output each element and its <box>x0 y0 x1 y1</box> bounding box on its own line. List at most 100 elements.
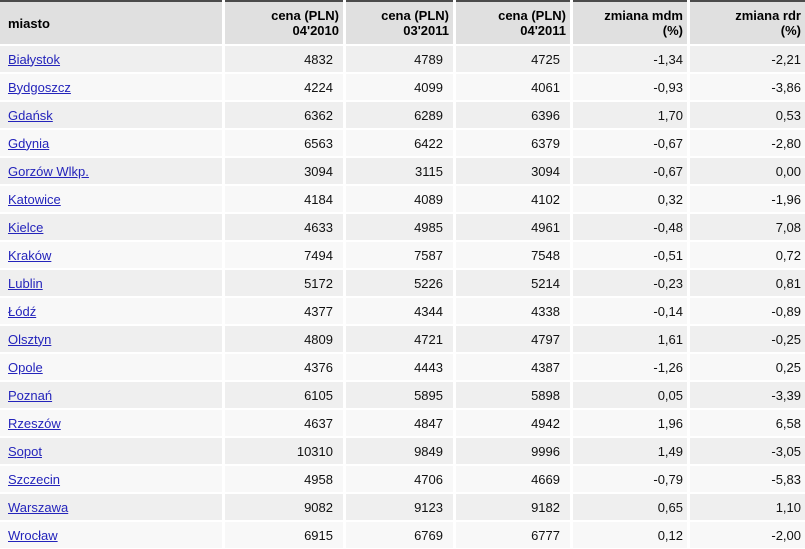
city-link[interactable]: Rzeszów <box>8 415 61 431</box>
city-link[interactable]: Opole <box>8 359 43 375</box>
column-header-cena-04-2010: cena (PLN) 04'2010 <box>225 0 343 44</box>
table-row: Łódź 4377 4344 4338 -0,14 -0,89 <box>0 298 805 324</box>
city-link[interactable]: Kraków <box>8 247 52 263</box>
city-cell: Rzeszów <box>0 410 222 436</box>
price-04-2010-cell: 4832 <box>225 46 343 72</box>
price-04-2010-cell: 4376 <box>225 354 343 380</box>
change-mdm-cell: -0,79 <box>573 466 687 492</box>
change-rdr-cell: 0,72 <box>690 242 805 268</box>
price-04-2011-cell: 4102 <box>456 186 570 212</box>
change-rdr-cell: -3,39 <box>690 382 805 408</box>
change-rdr-cell: 7,08 <box>690 214 805 240</box>
price-03-2011-cell: 4089 <box>346 186 453 212</box>
table-row: Wrocław 6915 6769 6777 0,12 -2,00 <box>0 522 805 548</box>
price-04-2010-cell: 4637 <box>225 410 343 436</box>
column-header-label: zmiana mdm (%) <box>604 8 683 38</box>
price-03-2011-cell: 4789 <box>346 46 453 72</box>
change-mdm-cell: 1,61 <box>573 326 687 352</box>
change-mdm-cell: 0,32 <box>573 186 687 212</box>
price-03-2011-cell: 4706 <box>346 466 453 492</box>
city-cell: Bydgoszcz <box>0 74 222 100</box>
table-row: Olsztyn 4809 4721 4797 1,61 -0,25 <box>0 326 805 352</box>
price-04-2011-cell: 4669 <box>456 466 570 492</box>
price-04-2011-cell: 6777 <box>456 522 570 548</box>
change-mdm-cell: -0,23 <box>573 270 687 296</box>
change-rdr-cell: 6,58 <box>690 410 805 436</box>
table-row: Gdańsk 6362 6289 6396 1,70 0,53 <box>0 102 805 128</box>
price-03-2011-cell: 3115 <box>346 158 453 184</box>
city-link[interactable]: Gdańsk <box>8 107 53 123</box>
city-cell: Kraków <box>0 242 222 268</box>
city-link[interactable]: Gorzów Wlkp. <box>8 163 89 179</box>
city-cell: Białystok <box>0 46 222 72</box>
table-row: Rzeszów 4637 4847 4942 1,96 6,58 <box>0 410 805 436</box>
city-link[interactable]: Warszawa <box>8 499 69 515</box>
city-cell: Gorzów Wlkp. <box>0 158 222 184</box>
price-04-2010-cell: 4633 <box>225 214 343 240</box>
city-cell: Gdańsk <box>0 102 222 128</box>
price-03-2011-cell: 6289 <box>346 102 453 128</box>
price-04-2011-cell: 4061 <box>456 74 570 100</box>
price-04-2010-cell: 4377 <box>225 298 343 324</box>
city-link[interactable]: Gdynia <box>8 135 50 151</box>
price-03-2011-cell: 4099 <box>346 74 453 100</box>
table-row: Gorzów Wlkp. 3094 3115 3094 -0,67 0,00 <box>0 158 805 184</box>
city-link[interactable]: Poznań <box>8 387 53 403</box>
change-rdr-cell: 0,00 <box>690 158 805 184</box>
city-cell: Łódź <box>0 298 222 324</box>
change-mdm-cell: -0,51 <box>573 242 687 268</box>
change-mdm-cell: -0,67 <box>573 158 687 184</box>
column-header-label: cena (PLN) 03'2011 <box>381 8 449 38</box>
column-header-label: cena (PLN) 04'2011 <box>498 8 566 38</box>
city-cell: Katowice <box>0 186 222 212</box>
change-rdr-cell: -3,05 <box>690 438 805 464</box>
city-link[interactable]: Bydgoszcz <box>8 79 71 95</box>
price-03-2011-cell: 6769 <box>346 522 453 548</box>
city-link[interactable]: Wrocław <box>8 527 58 543</box>
price-04-2010-cell: 6563 <box>225 130 343 156</box>
price-04-2011-cell: 6396 <box>456 102 570 128</box>
price-04-2011-cell: 4725 <box>456 46 570 72</box>
price-03-2011-cell: 4847 <box>346 410 453 436</box>
price-04-2010-cell: 6362 <box>225 102 343 128</box>
city-link[interactable]: Lublin <box>8 275 43 291</box>
price-04-2010-cell: 4809 <box>225 326 343 352</box>
city-cell: Lublin <box>0 270 222 296</box>
city-link[interactable]: Olsztyn <box>8 331 52 347</box>
city-cell: Szczecin <box>0 466 222 492</box>
change-mdm-cell: 1,96 <box>573 410 687 436</box>
table-row: Lublin 5172 5226 5214 -0,23 0,81 <box>0 270 805 296</box>
city-link[interactable]: Łódź <box>8 303 37 319</box>
price-03-2011-cell: 6422 <box>346 130 453 156</box>
city-link[interactable]: Sopot <box>8 443 42 459</box>
change-rdr-cell: -1,96 <box>690 186 805 212</box>
change-rdr-cell: -5,83 <box>690 466 805 492</box>
table-row: Kielce 4633 4985 4961 -0,48 7,08 <box>0 214 805 240</box>
change-mdm-cell: 1,70 <box>573 102 687 128</box>
city-link[interactable]: Białystok <box>8 51 61 67</box>
price-03-2011-cell: 5895 <box>346 382 453 408</box>
table-row: Kraków 7494 7587 7548 -0,51 0,72 <box>0 242 805 268</box>
price-04-2011-cell: 4797 <box>456 326 570 352</box>
city-cell: Sopot <box>0 438 222 464</box>
city-link[interactable]: Kielce <box>8 219 44 235</box>
column-header-cena-04-2011: cena (PLN) 04'2011 <box>456 0 570 44</box>
price-04-2010-cell: 9082 <box>225 494 343 520</box>
price-04-2010-cell: 3094 <box>225 158 343 184</box>
table-row: Poznań 6105 5895 5898 0,05 -3,39 <box>0 382 805 408</box>
price-04-2011-cell: 5214 <box>456 270 570 296</box>
table-row: Bydgoszcz 4224 4099 4061 -0,93 -3,86 <box>0 74 805 100</box>
change-rdr-cell: -2,80 <box>690 130 805 156</box>
city-link[interactable]: Szczecin <box>8 471 61 487</box>
change-mdm-cell: -1,26 <box>573 354 687 380</box>
table-row: Gdynia 6563 6422 6379 -0,67 -2,80 <box>0 130 805 156</box>
price-04-2010-cell: 4184 <box>225 186 343 212</box>
change-mdm-cell: -0,14 <box>573 298 687 324</box>
table-row: Sopot 10310 9849 9996 1,49 -3,05 <box>0 438 805 464</box>
price-04-2011-cell: 6379 <box>456 130 570 156</box>
price-04-2011-cell: 5898 <box>456 382 570 408</box>
price-04-2011-cell: 4961 <box>456 214 570 240</box>
city-link[interactable]: Katowice <box>8 191 61 207</box>
price-04-2011-cell: 4387 <box>456 354 570 380</box>
